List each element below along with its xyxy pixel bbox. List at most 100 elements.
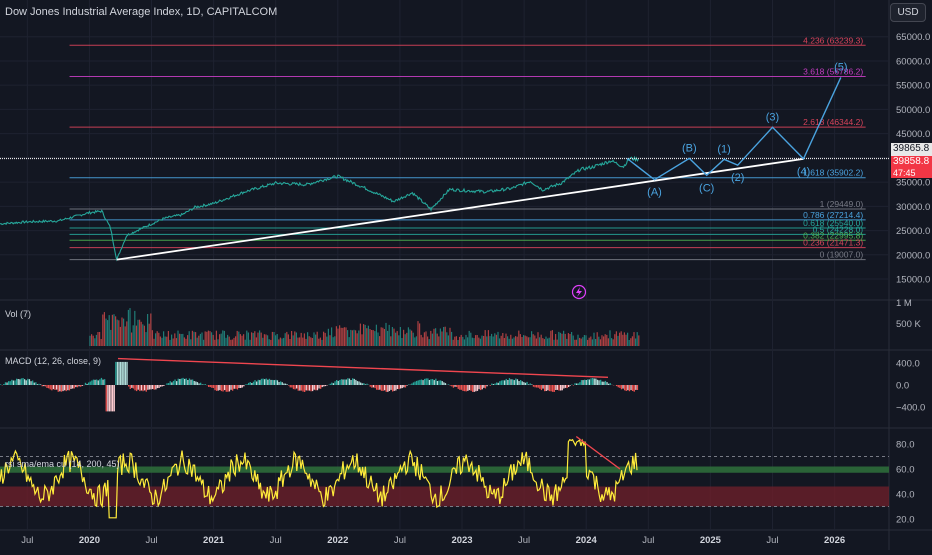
macd-bar (114, 385, 115, 411)
volume-bar (374, 331, 375, 346)
macd-bar (307, 385, 308, 391)
macd-bar (453, 385, 454, 388)
volume-bar (456, 336, 457, 346)
macd-bar (594, 379, 595, 386)
macd-bar (622, 385, 623, 389)
volume-bar (275, 335, 276, 346)
wave-label: (B) (682, 142, 697, 154)
macd-bar (82, 385, 83, 386)
macd-bar (235, 385, 236, 389)
macd-bar (422, 380, 423, 385)
macd-bar (570, 385, 571, 386)
volume-bar (585, 335, 586, 346)
macd-bar (384, 385, 385, 390)
macd-bar (262, 379, 263, 385)
macd-bar (246, 384, 247, 385)
macd-bar (160, 385, 161, 387)
volume-bar (224, 331, 225, 346)
macd-bar (150, 385, 151, 389)
macd-bar (186, 378, 187, 385)
macd-histogram (0, 362, 638, 412)
volume-bar (433, 329, 434, 346)
volume-bar (131, 333, 132, 347)
lightning-icon (573, 286, 586, 299)
volume-bar (601, 335, 602, 346)
volume-bar (497, 332, 498, 346)
volume-bar (305, 339, 306, 346)
volume-bar (409, 329, 410, 346)
macd-bar (285, 384, 286, 385)
macd-bar (390, 385, 391, 390)
volume-bar (465, 335, 466, 346)
macd-bar (557, 385, 558, 390)
macd-bar (118, 362, 119, 385)
macd-bar (232, 385, 233, 391)
volume-bar (240, 334, 241, 346)
volume-bar (611, 338, 612, 346)
volume-bar (542, 338, 543, 346)
volume-bar (169, 340, 170, 346)
macd-bar (291, 385, 292, 388)
volume-bar (406, 333, 407, 346)
macd-bar (181, 379, 182, 386)
macd-bar (490, 385, 491, 386)
wave-label: (5) (834, 61, 847, 73)
macd-bar (470, 385, 471, 391)
currency-selector[interactable]: USD (890, 3, 926, 22)
macd-bar (637, 385, 638, 390)
time-axis-label: Jul (642, 535, 654, 546)
volume-bar (318, 339, 319, 346)
volume-bar (179, 334, 180, 346)
macd-bar (494, 384, 495, 386)
macd-bar (179, 379, 180, 385)
macd-bar (526, 382, 527, 385)
macd-bar (558, 385, 559, 391)
macd-title: MACD (12, 26, close, 9) (5, 356, 101, 366)
macd-bar (498, 383, 499, 385)
volume-bar (473, 338, 474, 346)
macd-bar (136, 385, 137, 391)
macd-bar (597, 380, 598, 385)
volume-bar (518, 331, 519, 346)
volume-bar (449, 328, 450, 346)
volume-bar (225, 338, 226, 346)
macd-bar (216, 385, 217, 391)
macd-bar (251, 383, 252, 385)
macd-bar (226, 385, 227, 392)
macd-bar (627, 385, 628, 390)
macd-bar (299, 385, 300, 391)
macd-bar (48, 385, 49, 388)
volume-bar (470, 333, 471, 346)
macd-trendline (118, 359, 608, 378)
volume-bar (438, 336, 439, 346)
macd-bar (125, 362, 126, 385)
macd-bar (46, 385, 47, 388)
volume-bar (229, 337, 230, 346)
macd-bar (51, 385, 52, 390)
volume-bar (233, 338, 234, 346)
volume-bar (481, 336, 482, 346)
macd-bar (618, 385, 619, 387)
macd-bar (338, 381, 339, 385)
macd-bar (72, 385, 73, 389)
fib-level-label: 4.236 (63239.3) (803, 35, 863, 45)
macd-bar (555, 385, 556, 390)
volume-bar (126, 321, 127, 346)
macd-bar (106, 385, 107, 411)
macd-bar (392, 385, 393, 392)
macd-bar (590, 378, 591, 385)
macd-bar (227, 385, 228, 392)
volume-bar (429, 339, 430, 346)
volume-bar (598, 337, 599, 346)
volume-bar (201, 333, 202, 347)
macd-bar (310, 385, 311, 391)
rsi-tick-label: 40.0 (896, 490, 915, 501)
macd-bar (218, 385, 219, 391)
macd-bar (552, 385, 553, 392)
volume-bar (96, 335, 97, 346)
volume-bar (341, 328, 342, 346)
volume-bar (291, 331, 292, 346)
macd-bar (602, 382, 603, 385)
